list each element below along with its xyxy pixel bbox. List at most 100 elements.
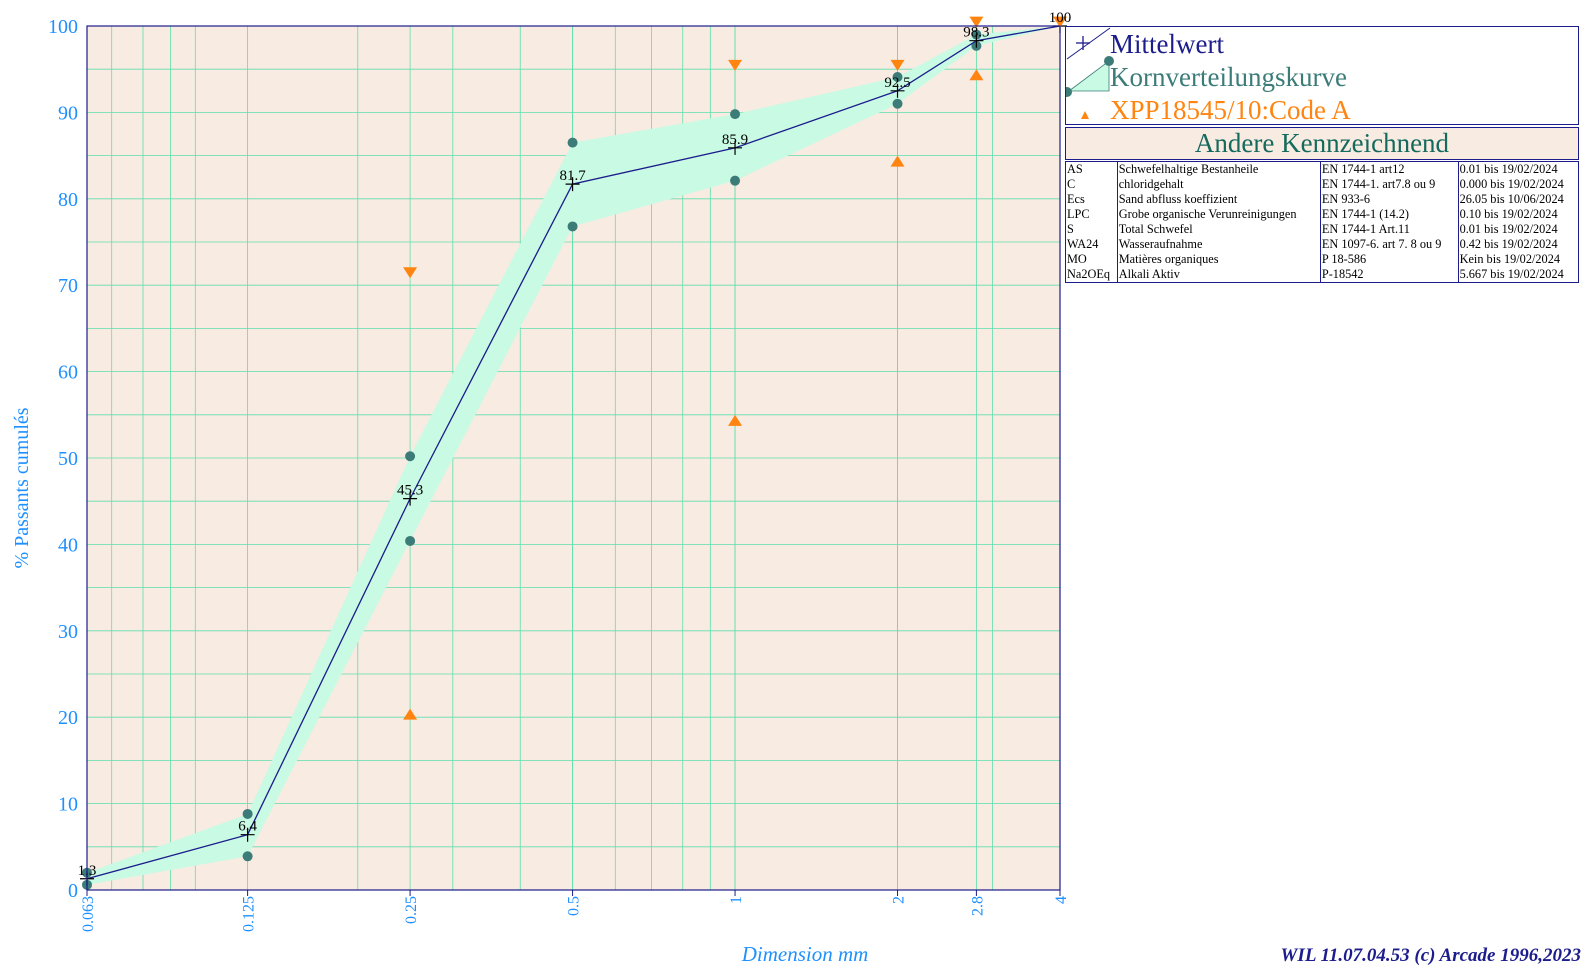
info-cell-name: Sand abfluss koeffizient (1116, 192, 1321, 207)
mean-data-label: 45.3 (397, 483, 423, 499)
legend-band-point-icon (1104, 56, 1114, 66)
spec-max-marker (969, 16, 984, 28)
legend-mean-label: Mittelwert (1110, 29, 1224, 59)
y-tick-label: 70 (58, 275, 78, 297)
info-cell-code: MO (1067, 252, 1087, 266)
info-cell-norm: EN 1744-1 art12 (1319, 161, 1459, 177)
mean-line (86, 25, 1061, 880)
info-cell-name: Total Schwefel (1116, 222, 1321, 237)
info-cell-value: 0.42 bis 19/02/2024 (1457, 237, 1579, 252)
info-cell-value: 26.05 bis 10/06/2024 (1457, 192, 1579, 207)
mean-point-marker (565, 177, 580, 192)
x-tick-label: 2.8 (969, 896, 986, 916)
info-row: AS Schwefelhaltige Bestanheile EN 1744-1 a… (1066, 161, 1579, 177)
mean-data-label: 100 (1049, 10, 1072, 26)
band-lower-point (567, 221, 578, 232)
footer-credit: WIL 11.07.04.53 (c) Arcade 1996,2023 (1280, 945, 1581, 966)
spec-max-marker (890, 59, 905, 71)
mean-data-label: 85.9 (722, 132, 748, 148)
info-cell-code: WA24 (1067, 237, 1099, 251)
spec-min-marker (728, 414, 743, 426)
legend-band-icon (1067, 60, 1110, 92)
legend-spec-icon (1081, 111, 1089, 119)
spec-min-marker (969, 69, 984, 81)
legend-band-point-icon (1066, 87, 1072, 97)
y-tick-label: 20 (58, 707, 78, 729)
x-tick-label: 4 (1053, 896, 1070, 904)
spec-min-marker (890, 155, 905, 167)
y-axis-title-holder: % Passants cumulés (11, 407, 33, 568)
mean-point-marker (403, 491, 418, 506)
x-tick-label: 0.125 (241, 896, 258, 932)
info-cell-value: 0.01 bis 19/02/2024 (1457, 222, 1579, 237)
info-row: Na2OEq Alkali Aktiv P-18542 5.667 bis 19/02… (1066, 267, 1579, 283)
legend-item-mean: Mittelwert (1110, 29, 1224, 59)
info-title: Andere Kennzeichnend (1065, 127, 1579, 160)
mean-data-label: 81.7 (559, 168, 586, 184)
mean-data-label: 98.3 (963, 25, 989, 41)
x-tick-label: 1 (728, 896, 745, 904)
band-upper-point (405, 451, 416, 462)
mean-data-label: 92.5 (884, 75, 910, 91)
info-row: Ecs Sand abfluss koeffizient EN 933-6 26.05… (1066, 192, 1579, 207)
mean-point-marker (728, 140, 743, 155)
distribution-band (82, 26, 1060, 890)
y-axis-title: % Passants cumulés (11, 407, 33, 568)
legend-curve-label: Kornverteilungskurve (1110, 62, 1347, 92)
x-tick-label: 0.063 (80, 896, 97, 932)
x-tick-label: 0.5 (566, 896, 583, 916)
distribution-band-area (87, 26, 1060, 885)
y-tick-label: 100 (48, 16, 78, 38)
info-cell-code: AS (1067, 162, 1083, 176)
info-cell-code: C (1067, 177, 1076, 191)
y-tick-label: 0 (68, 880, 78, 902)
mean-point-marker (890, 83, 905, 98)
info-cell-value: 5.667 bis 19/02/2024 (1457, 267, 1579, 283)
legend: Mittelwert Kornverteilungskurve XPP18545… (1065, 26, 1579, 125)
mean-point-marker (969, 33, 984, 48)
band-upper-point (730, 109, 741, 120)
band-lower-point (405, 535, 416, 546)
y-tick-label: 10 (58, 794, 78, 816)
info-cell-name: chloridgehalt (1116, 177, 1321, 192)
info-cell-norm: P 18-586 (1319, 252, 1459, 267)
info-cell-norm: EN 1744-1 Art.11 (1319, 222, 1459, 237)
x-axis-title: Dimension mm (741, 942, 869, 966)
y-tick-label: 90 (58, 102, 78, 124)
band-lower-point (892, 98, 903, 109)
spec-max-marker (403, 267, 418, 279)
legend-spec-label: XPP18545/10:Code A (1110, 95, 1351, 125)
legend-item-curve: Kornverteilungskurve (1110, 62, 1347, 92)
info-cell-norm: EN 1744-1. art7.8 ou 9 (1319, 177, 1459, 192)
info-cell-name: Matières organiques (1116, 252, 1321, 267)
info-cell-name: Alkali Aktiv (1116, 267, 1321, 283)
info-row: MO Matières organiques P 18-586 Kein bis 19… (1066, 252, 1579, 267)
info-cell-code: LPC (1067, 207, 1090, 221)
info-cell-value: 0.01 bis 19/02/2024 (1457, 161, 1579, 177)
spec-max-marker (728, 59, 743, 71)
y-tick-label: 80 (58, 189, 78, 211)
mean-point-marker (240, 827, 255, 842)
band-lower-point (730, 175, 741, 186)
y-tick-label: 50 (58, 448, 78, 470)
info-cell-value: 0.10 bis 19/02/2024 (1457, 207, 1579, 222)
info-cell-code: Ecs (1067, 192, 1085, 206)
x-tick-label: 2 (891, 896, 908, 904)
x-tick-label: 0.25 (403, 896, 420, 924)
spec-limit-markers (403, 16, 1067, 720)
info-cell-value: 0.000 bis 19/02/2024 (1457, 177, 1579, 192)
y-tick-label: 30 (58, 621, 78, 643)
y-tick-labels: 0 10 20 30 40 50 60 70 80 90 100 (48, 16, 78, 902)
info-cell-norm: P-18542 (1319, 267, 1459, 283)
info-cell-norm: EN 1744-1 (14.2) (1319, 207, 1459, 222)
info-cell-name: Schwefelhaltige Bestanheile (1116, 161, 1321, 177)
info-cell-norm: EN 933-6 (1319, 192, 1459, 207)
legend-item-spec: XPP18545/10:Code A (1110, 95, 1351, 125)
band-lower-point (242, 851, 253, 862)
mean-data-label: 6.4 (238, 819, 257, 835)
info-cell-value: Kein bis 19/02/2024 (1457, 252, 1579, 267)
info-cell-code: Na2OEq (1067, 267, 1111, 281)
band-upper-point (242, 808, 253, 819)
info-cell-name: Grobe organische Verunreinigungen (1116, 207, 1321, 222)
